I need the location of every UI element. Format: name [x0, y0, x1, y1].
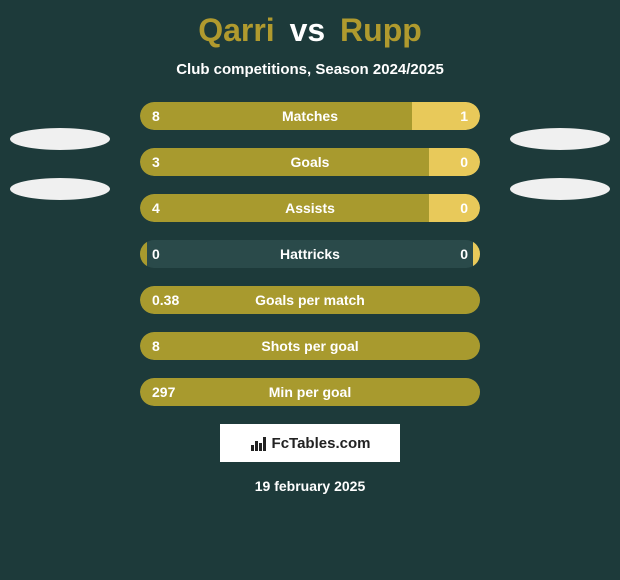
value-left: 8 — [152, 338, 160, 354]
subtitle: Club competitions, Season 2024/2025 — [0, 61, 620, 78]
stat-row-assists: 4 0 Assists — [140, 194, 480, 222]
stat-row-goals-per-match: 0.38 Goals per match — [140, 286, 480, 314]
bar-left — [140, 102, 412, 130]
avatar-right-2 — [510, 178, 610, 226]
avatar-ellipse — [510, 128, 610, 150]
avatar-ellipse — [10, 128, 110, 150]
stat-label: Goals per match — [255, 292, 365, 308]
value-right: 0 — [460, 200, 468, 216]
player1-name: Qarri — [198, 12, 274, 48]
stat-row-matches: 8 1 Matches — [140, 102, 480, 130]
stat-label: Min per goal — [269, 384, 351, 400]
bar-right — [429, 148, 480, 176]
bar-left — [140, 240, 147, 268]
stat-label: Hattricks — [280, 246, 340, 262]
bar-left — [140, 148, 429, 176]
avatar-right-1 — [510, 128, 610, 176]
stat-row-shots-per-goal: 8 Shots per goal — [140, 332, 480, 360]
logo-text: FcTables.com — [272, 435, 371, 452]
player2-name: Rupp — [340, 12, 422, 48]
vs-label: vs — [290, 12, 326, 48]
value-right: 0 — [460, 154, 468, 170]
value-left: 0.38 — [152, 292, 179, 308]
stats-container: 8 1 Matches 3 0 Goals 4 0 Assists 0 0 Hattricks 0.38… — [140, 102, 480, 406]
avatar-left-2 — [10, 178, 110, 226]
stat-row-min-per-goal: 297 Min per goal — [140, 378, 480, 406]
value-left: 4 — [152, 200, 160, 216]
value-left: 0 — [152, 246, 160, 262]
value-left: 297 — [152, 384, 175, 400]
avatar-ellipse — [510, 178, 610, 200]
avatar-left-1 — [10, 128, 110, 176]
value-right: 1 — [460, 108, 468, 124]
stat-label: Matches — [282, 108, 338, 124]
stat-label: Goals — [291, 154, 330, 170]
bar-right — [473, 240, 480, 268]
stat-label: Assists — [285, 200, 335, 216]
fctables-logo: FcTables.com — [220, 424, 400, 462]
value-left: 3 — [152, 154, 160, 170]
comparison-title: Qarri vs Rupp — [0, 0, 620, 49]
value-right: 0 — [460, 246, 468, 262]
stat-row-hattricks: 0 0 Hattricks — [140, 240, 480, 268]
bar-right — [412, 102, 480, 130]
avatar-ellipse — [10, 178, 110, 200]
stat-label: Shots per goal — [261, 338, 358, 354]
chart-icon — [250, 434, 268, 452]
date-label: 19 february 2025 — [0, 478, 620, 494]
value-left: 8 — [152, 108, 160, 124]
bar-right — [429, 194, 480, 222]
stat-row-goals: 3 0 Goals — [140, 148, 480, 176]
